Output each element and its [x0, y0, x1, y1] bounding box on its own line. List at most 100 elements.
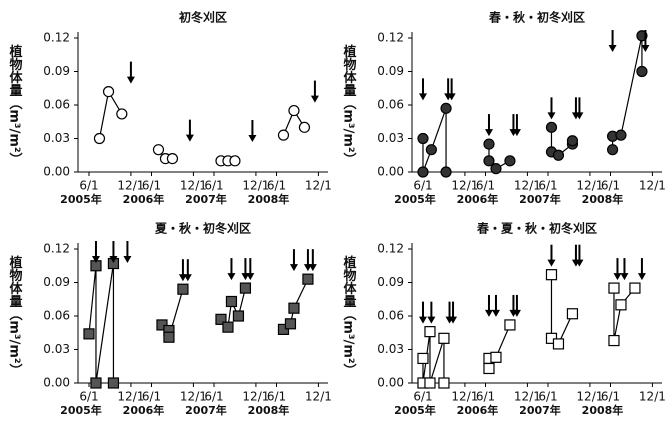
- y-tick-label: 0.09: [377, 64, 404, 78]
- x-tick-label: 12/1: [514, 179, 541, 193]
- marker: [425, 144, 437, 156]
- mowing-arrow: [241, 258, 250, 281]
- y-tick-label: 0.09: [43, 275, 70, 289]
- arrow-head: [608, 45, 617, 52]
- arrow-head: [637, 273, 646, 281]
- mowing-arrow: [248, 120, 257, 142]
- marker: [438, 377, 450, 389]
- marker: [615, 299, 627, 311]
- data-line: [88, 263, 115, 384]
- arrow-head: [126, 76, 135, 84]
- arrow-head: [547, 112, 556, 120]
- y-tick-label: 0.06: [43, 98, 70, 112]
- arrow-head: [185, 134, 194, 142]
- year-label: 2005年: [60, 403, 102, 417]
- marker: [552, 338, 565, 350]
- marker: [440, 102, 452, 114]
- x-tick-label: 6/1: [413, 179, 432, 193]
- y-tick-label: 0.12: [43, 242, 70, 256]
- mowing-arrow: [484, 114, 493, 137]
- year-label: 2005年: [394, 403, 436, 417]
- y-axis-label: 植物体量（m³/m²）: [341, 44, 358, 166]
- mowing-arrow: [449, 301, 458, 324]
- mowing-arrow: [484, 294, 493, 317]
- arrow-head: [227, 273, 236, 281]
- y-tick-label: 0.03: [43, 342, 70, 356]
- mowing-arrow: [109, 241, 118, 263]
- mowing-arrow: [310, 80, 319, 103]
- mowing-arrow: [620, 258, 629, 281]
- x-tick-label: 6/1: [538, 179, 557, 193]
- mowing-arrow: [637, 258, 646, 281]
- year-label: 2007年: [519, 403, 561, 417]
- y-axis-label: 植物体量（m³/m²）: [7, 255, 24, 377]
- arrow-head: [308, 264, 317, 272]
- mowing-arrow: [427, 301, 436, 324]
- marker: [417, 352, 429, 365]
- x-tick-label: 6/1: [79, 179, 98, 193]
- marker: [239, 282, 252, 294]
- marker: [636, 65, 648, 78]
- mowing-arrow: [185, 119, 194, 142]
- y-tick-label: 0.09: [43, 64, 70, 78]
- y-tick-label: 0.06: [43, 309, 70, 323]
- arrow-head: [183, 274, 192, 282]
- year-label: 2005年: [394, 192, 436, 206]
- marker: [438, 332, 450, 344]
- arrow-head: [491, 309, 500, 317]
- x-tick-label: 12/1: [514, 390, 541, 404]
- x-tick-label: 12/1: [576, 179, 603, 193]
- x-tick-label: 6/1: [413, 390, 432, 404]
- arrow-head: [547, 259, 556, 267]
- marker: [215, 313, 227, 325]
- arrow-head: [123, 256, 132, 263]
- mowing-arrow: [613, 258, 622, 281]
- x-tick-label: 6/1: [601, 179, 620, 193]
- x-tick-label: 12/1: [305, 179, 332, 193]
- marker: [93, 132, 106, 145]
- mowing-arrow: [575, 244, 584, 267]
- x-tick-label: 12/1: [451, 390, 478, 404]
- year-label: 2007年: [519, 192, 561, 206]
- arrow-head: [575, 259, 584, 267]
- marker: [225, 295, 238, 308]
- arrow-head: [248, 135, 257, 142]
- year-label: 2008年: [248, 403, 290, 417]
- year-label: 2006年: [457, 192, 499, 206]
- x-tick-label: 12/1: [639, 179, 666, 193]
- marker: [102, 85, 115, 98]
- marker: [229, 155, 241, 167]
- arrow-head: [418, 316, 427, 324]
- marker: [152, 144, 165, 156]
- marker: [83, 328, 95, 340]
- x-tick-label: 12/1: [576, 390, 603, 404]
- marker: [302, 273, 314, 285]
- marker: [629, 282, 641, 294]
- arrow-head: [447, 93, 456, 101]
- mowing-arrow: [447, 78, 456, 101]
- mowing-arrow: [308, 249, 317, 272]
- year-label: 2005年: [60, 192, 102, 206]
- x-tick-label: 6/1: [204, 179, 223, 193]
- arrow-head: [484, 129, 493, 137]
- panel-title: 春・秋・初冬刈区: [488, 10, 585, 25]
- arrow-head: [512, 309, 521, 317]
- marker: [288, 104, 300, 117]
- marker: [232, 310, 245, 322]
- y-tick-label: 0.12: [377, 31, 404, 45]
- panel-title: 夏・秋・初冬刈区: [155, 221, 251, 236]
- y-tick-label: 0.00: [43, 165, 70, 179]
- mowing-arrow: [178, 259, 187, 282]
- arrow-head: [109, 256, 118, 263]
- y-tick-label: 0.03: [43, 131, 70, 145]
- x-tick-label: 12/1: [117, 390, 144, 404]
- x-tick-label: 6/1: [79, 390, 98, 404]
- x-tick-label: 6/1: [538, 390, 557, 404]
- panel-title: 春・夏・秋・初冬刈区: [476, 221, 597, 236]
- mowing-arrow: [183, 259, 192, 282]
- x-tick-label: 6/1: [601, 390, 620, 404]
- marker: [615, 129, 627, 141]
- x-tick-label: 12/1: [180, 179, 207, 193]
- arrow-head: [289, 264, 298, 272]
- x-tick-label: 6/1: [476, 179, 495, 193]
